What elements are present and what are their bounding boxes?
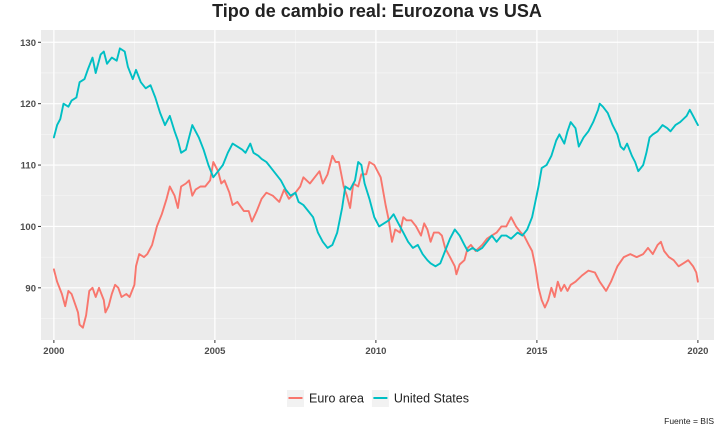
legend: Euro area United States [287, 390, 469, 407]
chart-title: Tipo de cambio real: Eurozona vs USA [212, 1, 542, 21]
y-tick-label: 100 [20, 222, 36, 233]
legend-label-euro-area: Euro area [309, 392, 364, 406]
series-line-united-states [52, 47, 699, 268]
y-axis: 90 100 110 120 130 [20, 38, 41, 294]
x-tick-label: 2020 [687, 346, 708, 357]
x-tick-label: 2000 [43, 346, 64, 357]
chart-caption: Fuente = BIS [664, 416, 714, 426]
y-tick-label: 130 [20, 38, 36, 49]
grid-minor [41, 30, 714, 340]
y-tick-label: 120 [20, 99, 36, 110]
x-tick-label: 2010 [365, 346, 386, 357]
x-axis: 2000 2005 2010 2015 2020 [43, 340, 708, 357]
series-layer [52, 47, 699, 329]
y-tick-label: 110 [21, 161, 36, 172]
series-line-euro-area [52, 154, 699, 329]
legend-label-united-states: United States [394, 392, 469, 406]
grid-major [41, 30, 714, 340]
plot-panel [41, 30, 714, 340]
x-tick-label: 2005 [204, 346, 226, 357]
x-tick-label: 2015 [526, 346, 548, 357]
y-tick-label: 90 [25, 283, 36, 294]
